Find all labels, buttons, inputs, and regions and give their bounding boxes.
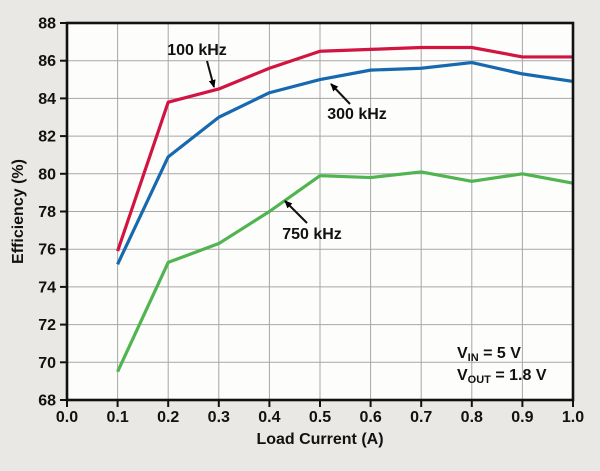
series-lines: [116, 45, 574, 373]
x-axis-title: Load Current (A): [256, 431, 383, 448]
y-tick-label: 78: [38, 204, 56, 221]
vin-annotation: VIN = 5 V: [457, 345, 521, 364]
series-line-100-khz: [116, 45, 573, 252]
y-tick-label: 84: [38, 91, 56, 108]
plot-border: [65, 21, 575, 402]
x-tick-label: 0.9: [511, 409, 533, 426]
x-tick-label: 0.2: [157, 409, 179, 426]
series-line-750-khz: [116, 170, 574, 373]
y-tick-label: 74: [38, 279, 56, 296]
y-tick-label: 80: [38, 166, 56, 183]
annotation-arrow: [330, 83, 351, 105]
y-tick-label: 88: [38, 16, 56, 33]
annotation-arrow: [206, 60, 216, 88]
axis-labels: 0.0 0.1 0.2 0.3 0.4 0.5 0.6 0.7 0.8 0.9 1.0 68 70 72 7…: [10, 16, 584, 449]
x-tick-label: 1.0: [562, 409, 584, 426]
annotation-arrow: [284, 200, 308, 224]
x-tick-label: 0.4: [258, 409, 280, 426]
axis-ticks: [60, 22, 574, 407]
gridlines: [67, 23, 573, 400]
y-tick-label: 82: [38, 129, 56, 146]
y-tick-label: 68: [38, 393, 56, 410]
y-tick-label: 86: [38, 53, 56, 70]
series-label-750-khz: 750 kHz: [282, 226, 342, 243]
vout-annotation: VOUT = 1.8 V: [457, 367, 547, 386]
y-tick-label: 76: [38, 242, 56, 259]
x-tick-label: 0.1: [106, 409, 128, 426]
x-tick-label: 0.5: [309, 409, 331, 426]
x-tick-label: 0.6: [359, 409, 381, 426]
y-tick-label: 70: [38, 355, 56, 372]
series-line-300-khz: [116, 60, 574, 265]
x-tick-label: 0.3: [208, 409, 230, 426]
series-label-300-khz: 300 kHz: [327, 106, 387, 123]
x-tick-label: 0.7: [410, 409, 432, 426]
y-tick-label: 72: [38, 317, 56, 334]
plot-frame: [65, 21, 575, 402]
x-tick-label: 0.8: [461, 409, 483, 426]
series-label-100-khz: 100 kHz: [167, 42, 227, 59]
x-tick-label: 0.0: [56, 409, 78, 426]
y-axis-title: Efficiency (%): [10, 159, 27, 264]
annotations: 100 kHz 300 kHz 750 kHz VIN = 5 V VOUT = 1.8…: [167, 42, 547, 386]
